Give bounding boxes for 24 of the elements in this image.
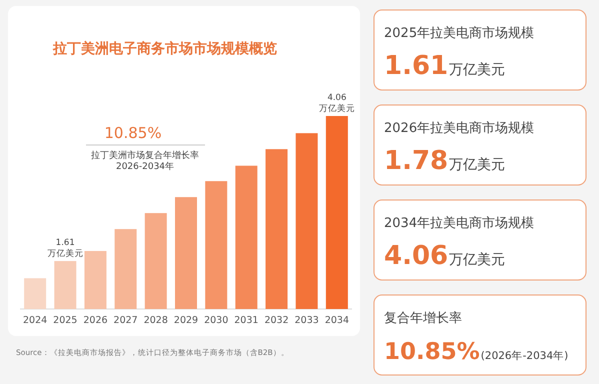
x-tick-label: 2030	[204, 315, 228, 326]
x-tick-label: 2034	[324, 315, 350, 326]
x-tick-label: 2028	[144, 315, 168, 326]
text: 1.61万亿美元	[384, 51, 506, 81]
chart-title: 拉丁美洲电子商务市场市场规模概览	[52, 40, 277, 57]
text: 4.06万亿美元	[384, 241, 506, 271]
text: 1.78万亿美元	[384, 146, 506, 176]
data-label: 1.61 万亿美元	[47, 238, 84, 260]
text: 10.85%(2026年-2034年)	[384, 339, 568, 365]
x-tick-label: 2027	[114, 315, 138, 326]
text: 2026年拉美电商市场规模	[384, 120, 534, 136]
text: 2034年拉美电商市场规模	[384, 215, 534, 231]
x-tick-label: 2032	[264, 315, 289, 326]
x-tick-label: 2025	[53, 315, 78, 326]
text: 复合年增长率	[384, 310, 462, 326]
x-tick-label: 2024	[22, 315, 48, 326]
annotation: 10.85%	[104, 124, 162, 142]
x-tick-label: 2029	[174, 315, 198, 326]
x-tick-label: 2033	[294, 315, 319, 326]
x-tick-label: 2031	[234, 315, 258, 326]
annotation: 拉丁美洲市场复合年增长率 2026-2034年	[91, 150, 199, 172]
text: 2025年拉美电商市场规模	[384, 25, 534, 41]
data-label: 4.06 万亿美元	[318, 93, 355, 114]
x-tick-label: 2026	[83, 315, 108, 326]
